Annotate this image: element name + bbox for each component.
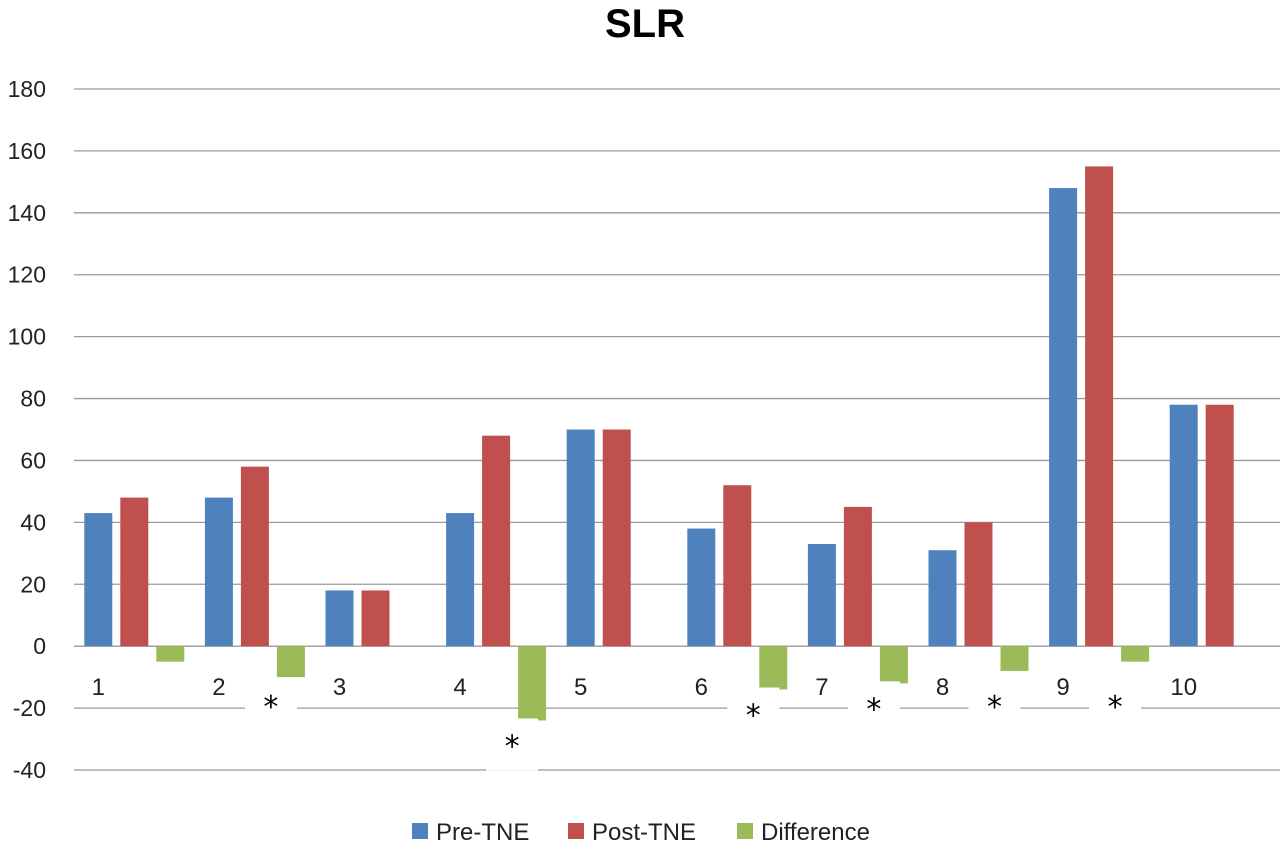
y-tick-label: 180: [8, 76, 46, 102]
y-tick-label: 60: [20, 447, 46, 473]
x-tick-label: 1: [92, 674, 105, 701]
y-axis: -40 -20 0 20 40 60 80 100 120 140 160 180: [8, 76, 46, 783]
bar-post-tne-5: [602, 429, 631, 647]
x-tick-label: 2: [212, 674, 225, 701]
legend-swatch-post-tne: [568, 823, 584, 839]
significance-star: *: [866, 692, 881, 727]
y-tick-label: 40: [20, 509, 46, 535]
y-tick-label: -20: [13, 695, 46, 721]
significance-star: *: [987, 690, 1002, 725]
bars: [84, 166, 1234, 721]
x-tick-label: 7: [815, 674, 828, 701]
x-tick-backing: [81, 668, 116, 706]
legend-swatch-difference: [737, 823, 753, 839]
x-tick-label: 3: [333, 674, 346, 701]
x-tick-backing: [1159, 668, 1208, 706]
bar-difference-9: [1121, 646, 1150, 662]
bar-post-tne-7: [843, 506, 872, 647]
x-tick-label: 9: [1056, 674, 1069, 701]
x-tick-backing: [1046, 668, 1081, 706]
star-backing: [1089, 679, 1142, 731]
legend: Pre-TNE Post-TNE Difference: [412, 819, 870, 842]
significance-markers: * * * * * *: [244, 679, 1142, 771]
star-backing: [486, 718, 539, 771]
x-tick-backing: [925, 668, 960, 706]
bar-pre-tne-3: [325, 590, 354, 647]
bar-pre-tne-9: [1049, 188, 1078, 647]
bar-post-tne-8: [964, 522, 993, 647]
bar-difference-4: [518, 646, 547, 721]
bar-pre-tne-4: [446, 513, 475, 647]
star-backing: [727, 687, 780, 740]
bar-pre-tne-6: [687, 528, 716, 647]
star-backing: [968, 679, 1021, 731]
bar-post-tne-2: [240, 466, 269, 647]
bar-difference-6: [759, 646, 788, 690]
bar-pre-tne-8: [928, 550, 957, 647]
y-tick-label: 80: [20, 386, 46, 412]
significance-star: *: [1108, 690, 1123, 725]
bar-post-tne-6: [723, 485, 752, 647]
star-backing: [244, 679, 297, 731]
bar-post-tne-4: [482, 435, 511, 647]
x-tick-label: 8: [936, 674, 949, 701]
x-tick-label: 6: [695, 674, 708, 701]
x-tick-backing: [804, 668, 839, 706]
y-tick-label: 100: [8, 324, 46, 350]
bar-post-tne-9: [1085, 166, 1114, 647]
y-tick-label: -40: [13, 757, 46, 783]
x-tick-backing: [322, 668, 357, 706]
legend-swatch-pre-tne: [412, 823, 428, 839]
chart-title: SLR: [605, 2, 685, 46]
x-tick-backing: [201, 668, 236, 706]
significance-star: *: [263, 690, 278, 725]
y-tick-label: 20: [20, 571, 46, 597]
x-tick-label: 10: [1170, 674, 1197, 701]
bar-post-tne-3: [361, 590, 390, 647]
bar-pre-tne-5: [566, 429, 595, 647]
bar-difference-1: [156, 646, 185, 662]
bar-difference-2: [276, 646, 305, 678]
significance-star: *: [746, 699, 761, 734]
bar-post-tne-1: [120, 497, 149, 647]
significance-star: *: [505, 729, 520, 764]
x-tick-masks: [81, 668, 1208, 706]
y-tick-label: 160: [8, 138, 46, 164]
x-tick-backing: [563, 668, 598, 706]
legend-label: Difference: [761, 819, 870, 842]
x-axis: 1 2 3 4 5 6 7 8 9 10: [92, 674, 1197, 701]
x-tick-backing: [443, 668, 478, 706]
bar-post-tne-10: [1205, 404, 1234, 647]
legend-label: Pre-TNE: [436, 819, 529, 842]
legend-label: Post-TNE: [592, 819, 696, 842]
x-tick-label: 5: [574, 674, 587, 701]
bar-difference-7: [879, 646, 908, 684]
y-tick-label: 120: [8, 262, 46, 288]
bar-difference-8: [1000, 646, 1029, 671]
bar-pre-tne-10: [1169, 404, 1198, 647]
star-backing: [847, 681, 900, 734]
bar-pre-tne-1: [84, 513, 113, 647]
bar-pre-tne-2: [204, 497, 233, 647]
x-tick-backing: [684, 668, 719, 706]
y-tick-label: 140: [8, 200, 46, 226]
x-tick-label: 4: [453, 674, 466, 701]
bar-pre-tne-7: [807, 544, 836, 647]
y-tick-label: 0: [33, 633, 46, 659]
